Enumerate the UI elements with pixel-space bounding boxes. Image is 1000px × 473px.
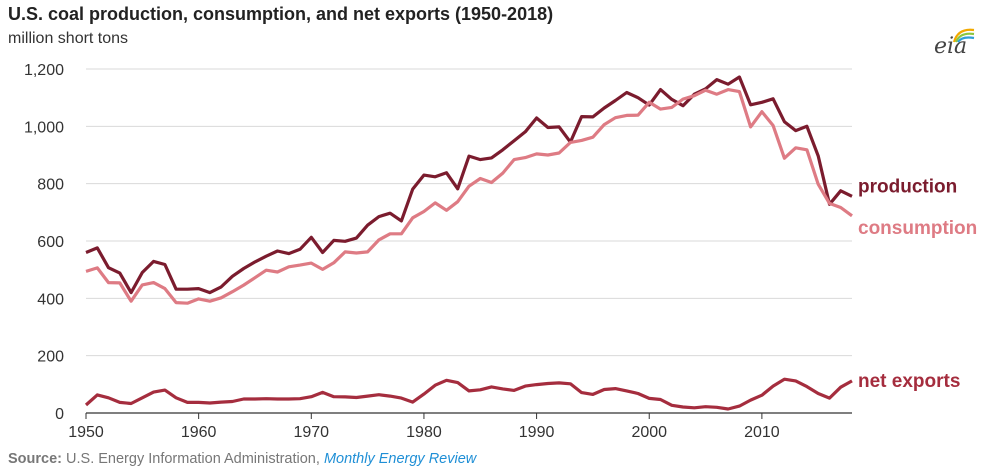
eia-logo: eia <box>934 24 975 64</box>
source-label: Source: <box>8 451 62 467</box>
y-tick-label: 200 <box>37 349 64 366</box>
series-label-production: production <box>858 176 957 197</box>
series-line-production <box>85 75 853 295</box>
x-tick-label: 1980 <box>406 424 442 441</box>
series-line-net-exports <box>84 377 853 411</box>
x-tick-label: 1950 <box>68 424 104 441</box>
logo-text: eia <box>934 34 968 59</box>
x-axis-ticks: 1950 1960 1970 1980 1990 2000 2010 <box>68 413 780 441</box>
logo-arcs-icon <box>952 28 975 43</box>
page-title: U.S. coal production, consumption, and n… <box>8 4 554 24</box>
source-org: U.S. Energy Information Administration, <box>66 451 320 467</box>
x-tick-label: 2000 <box>631 424 667 441</box>
y-tick-label: 600 <box>37 234 64 251</box>
x-tick-label: 2010 <box>744 424 780 441</box>
series-line-consumption <box>85 87 853 305</box>
series-lines <box>84 75 853 411</box>
source-note: Source: U.S. Energy Information Administ… <box>8 451 476 467</box>
y-tick-label: 0 <box>55 406 64 423</box>
chart-subtitle: million short tons <box>8 30 129 47</box>
x-tick-label: 1990 <box>519 424 555 441</box>
y-tick-label: 1,000 <box>24 119 64 136</box>
x-tick-label: 1960 <box>181 424 217 441</box>
grid-lines <box>86 68 852 357</box>
y-tick-label: 400 <box>37 291 64 308</box>
series-label-consumption: consumption <box>858 218 977 239</box>
y-tick-label: 1,200 <box>24 62 64 79</box>
series-label-net-exports: net exports <box>858 371 960 392</box>
source-publication-link[interactable]: Monthly Energy Review <box>323 451 477 467</box>
y-tick-label: 800 <box>37 177 64 194</box>
series-labels: production consumption net exports <box>858 176 977 392</box>
y-axis-ticks: 0 200 400 600 800 1,000 1,200 <box>24 62 64 423</box>
x-tick-label: 1970 <box>293 424 329 441</box>
